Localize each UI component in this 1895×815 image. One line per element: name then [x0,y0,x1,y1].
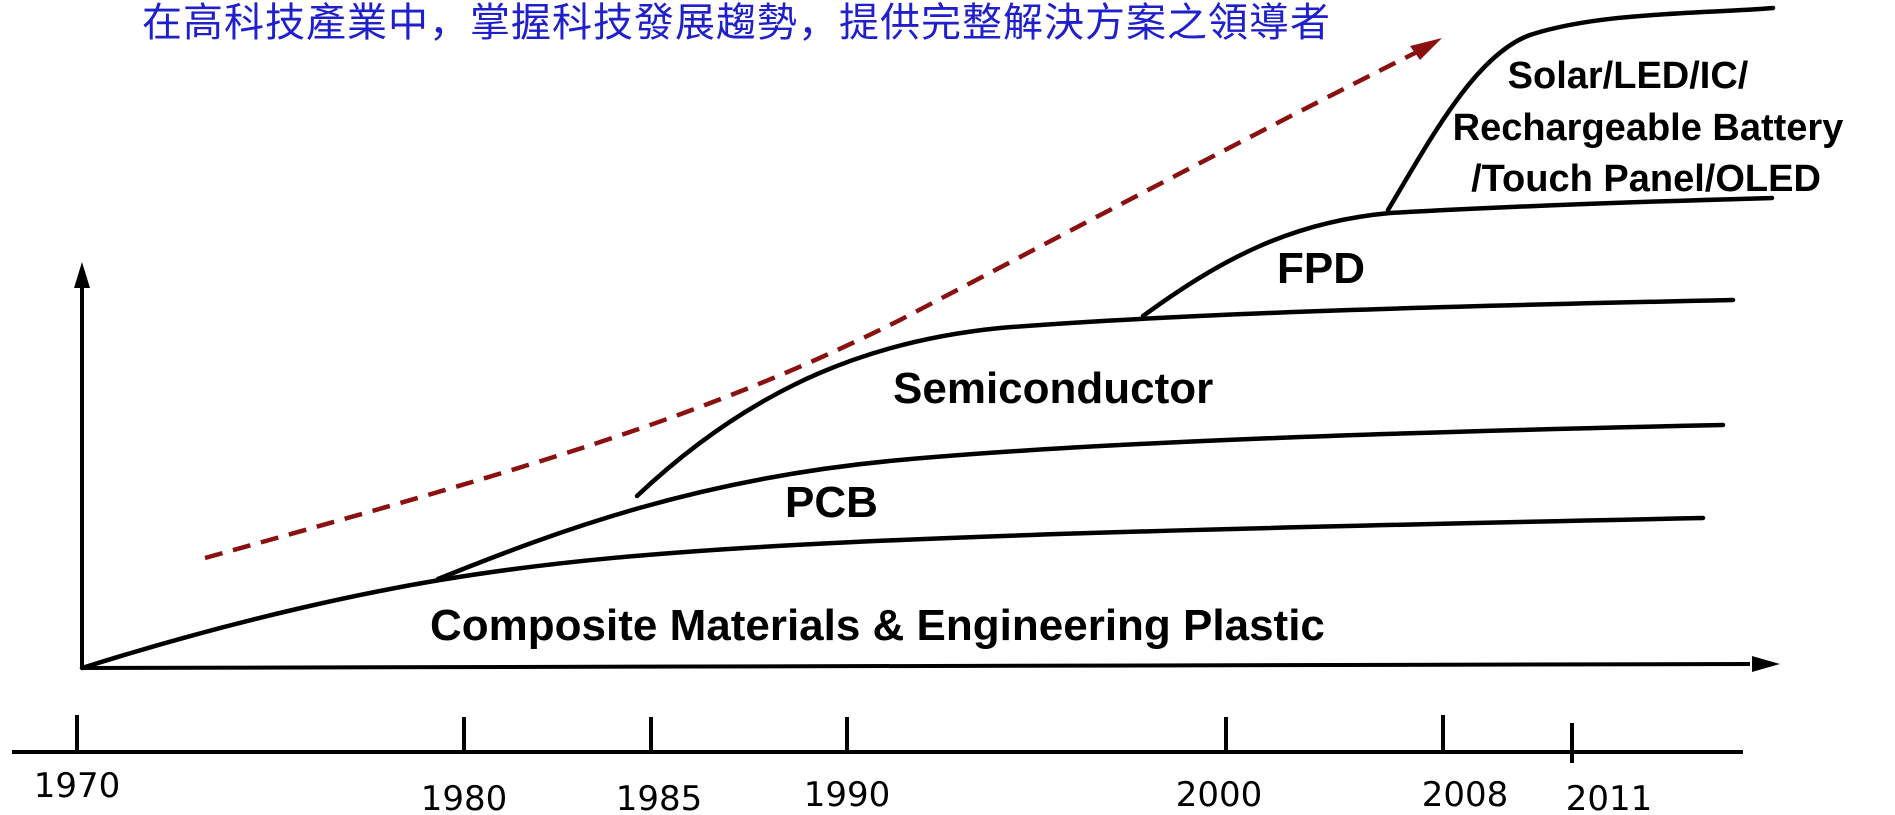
year-label-1990: 1990 [804,775,891,815]
stage-label-newtech-line2: Rechargeable Battery [1453,107,1844,149]
headline: 在高科技產業中，掌握科技發展趨勢，提供完整解決方案之領導者 [142,0,1331,46]
year-label-2008: 2008 [1422,775,1509,815]
stage-label-semiconductor: Semiconductor [893,364,1213,413]
stage-label-fpd: FPD [1277,244,1365,293]
x-axis-arrowhead [1752,656,1780,672]
trend-arrowhead [1410,38,1442,60]
year-label-2011: 2011 [1566,779,1653,815]
newtech-curve [1385,5,1776,213]
year-label-1985: 1985 [616,779,703,815]
year-label-2000: 2000 [1176,775,1263,815]
fpd-curve [1140,195,1775,319]
trend-arrow [204,45,1426,561]
x-axis [81,662,1751,670]
year-label-1980: 1980 [421,779,508,815]
stage-label-newtech-line1: Solar/LED/IC/ [1508,55,1749,97]
pcb-curve [435,422,1726,582]
year-label-1970: 1970 [34,766,121,806]
stage-label-composite: Composite Materials & Engineering Plasti… [430,601,1325,650]
y-axis-arrowhead [74,262,90,288]
semiconductor-curve [634,297,1736,499]
stage-label-newtech-line3: /Touch Panel/OLED [1471,158,1821,200]
composite-curve [79,515,1706,671]
stage-label-pcb: PCB [785,478,878,527]
